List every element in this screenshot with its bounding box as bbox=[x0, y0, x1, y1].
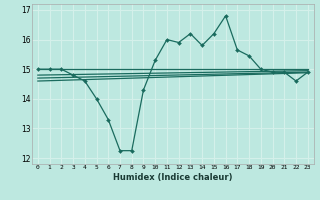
X-axis label: Humidex (Indice chaleur): Humidex (Indice chaleur) bbox=[113, 173, 233, 182]
